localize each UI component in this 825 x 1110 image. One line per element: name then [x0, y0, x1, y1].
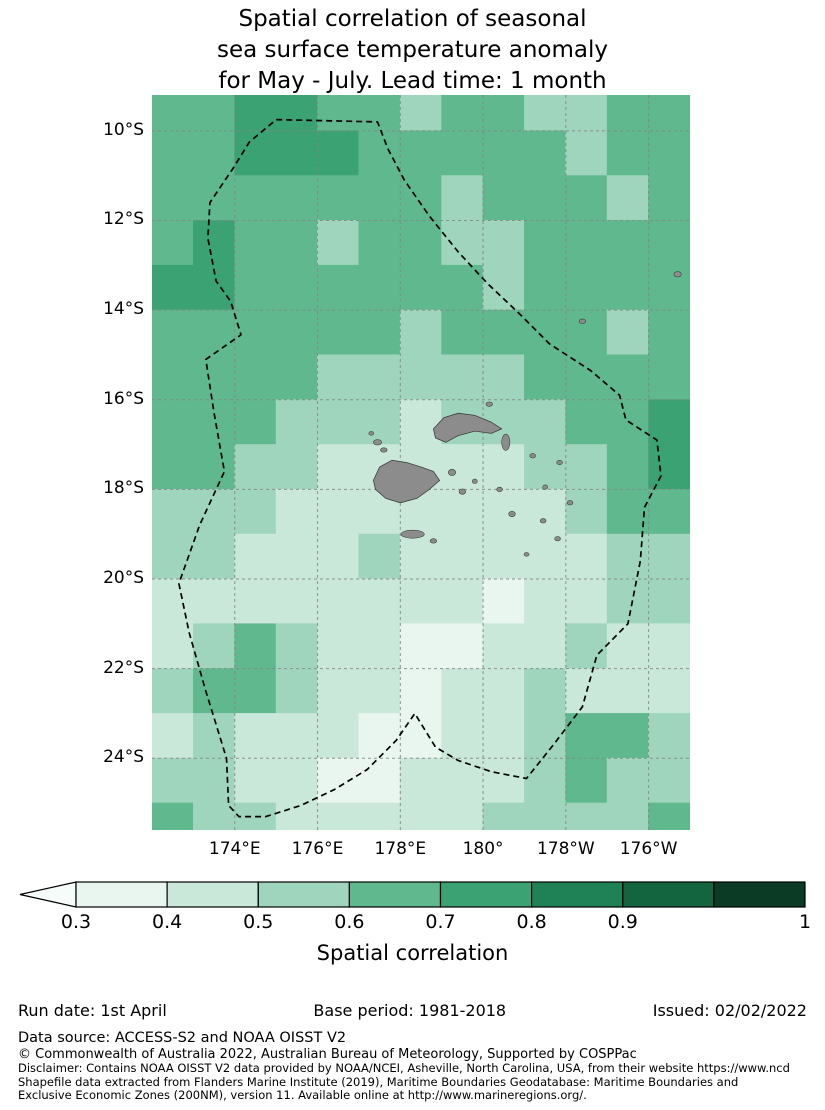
x-axis-tick-label: 176°W — [619, 839, 678, 859]
colorbar-tick-label: 0.3 — [60, 911, 92, 933]
y-axis-tick-label: 16°S — [103, 388, 144, 409]
islands — [368, 271, 682, 557]
x-axis-tick-label: 176°E — [291, 839, 344, 859]
colorbar-segment — [713, 881, 806, 908]
data-source-text: Data source: ACCESS-S2 and NOAA OISST V2 — [18, 1030, 347, 1046]
title-line-2: sea surface temperature anomaly — [217, 37, 608, 63]
colorbar-segment — [530, 881, 624, 908]
colorbar-tick-label: 0.9 — [607, 911, 638, 933]
title-line-3: for May - July. Lead time: 1 month — [218, 68, 607, 94]
y-axis-tick-label: 18°S — [103, 478, 144, 499]
colorbar-segment — [75, 881, 168, 908]
title-line-1: Spatial correlation of seasonal — [238, 6, 587, 32]
colorbar-tick-label: 0.7 — [425, 911, 456, 933]
colorbar-segment — [166, 881, 259, 908]
heatmap-cells — [152, 95, 690, 830]
colorbar-label: Spatial correlation — [316, 941, 509, 965]
y-axis-tick-label: 14°S — [103, 299, 144, 320]
map-panel — [152, 95, 690, 830]
colorbar-underflow-arrow — [19, 881, 77, 908]
meta-row: Run date: 1st April Base period: 1981-20… — [18, 1001, 807, 1020]
colorbar-tick-label: 0.6 — [334, 911, 365, 933]
base-period-text: Base period: 1981-2018 — [313, 1001, 507, 1020]
y-axis-tick-label: 24°S — [103, 747, 144, 768]
y-axis-tick-label: 10°S — [103, 119, 144, 140]
disclaimer-block: Disclaimer: Contains NOAA OISST V2 data … — [18, 1062, 825, 1103]
disclaimer-line-3: Exclusive Economic Zones (200NM), versio… — [18, 1088, 587, 1102]
y-axis-tick-label: 20°S — [103, 568, 144, 589]
y-axis-tick-label: 12°S — [103, 209, 144, 230]
disclaimer-line-2: Shapefile data extracted from Flanders M… — [18, 1074, 739, 1089]
issued-date-text: Issued: 02/02/2022 — [652, 1001, 807, 1020]
colorbar-tick-label: 0.8 — [516, 911, 547, 933]
figure-title: Spatial correlation of seasonal sea surf… — [0, 4, 825, 97]
copyright-text: © Commonwealth of Australia 2022, Austra… — [18, 1047, 637, 1062]
colorbar-segment — [348, 881, 442, 908]
colorbar-segment — [622, 881, 715, 908]
x-axis-tick-label: 174°E — [208, 839, 261, 859]
colorbar-segment — [439, 881, 533, 908]
x-axis-tick-label: 178°E — [374, 839, 427, 859]
colorbar-tick-label: 0.5 — [243, 911, 274, 933]
colorbar-tick-label: 0.4 — [152, 911, 183, 933]
colorbar — [19, 881, 806, 908]
x-axis-tick-label: 180° — [462, 839, 504, 859]
x-axis-tick-label: 178°W — [536, 839, 595, 859]
correlation-heatmap — [152, 95, 690, 830]
colorbar-segment — [257, 881, 351, 908]
y-axis-tick-label: 22°S — [103, 657, 144, 678]
colorbar-tick-label: 1 — [798, 911, 812, 933]
disclaimer-line-1: Disclaimer: Contains NOAA OISST V2 data … — [18, 1062, 790, 1075]
run-date-text: Run date: 1st April — [18, 1001, 167, 1020]
